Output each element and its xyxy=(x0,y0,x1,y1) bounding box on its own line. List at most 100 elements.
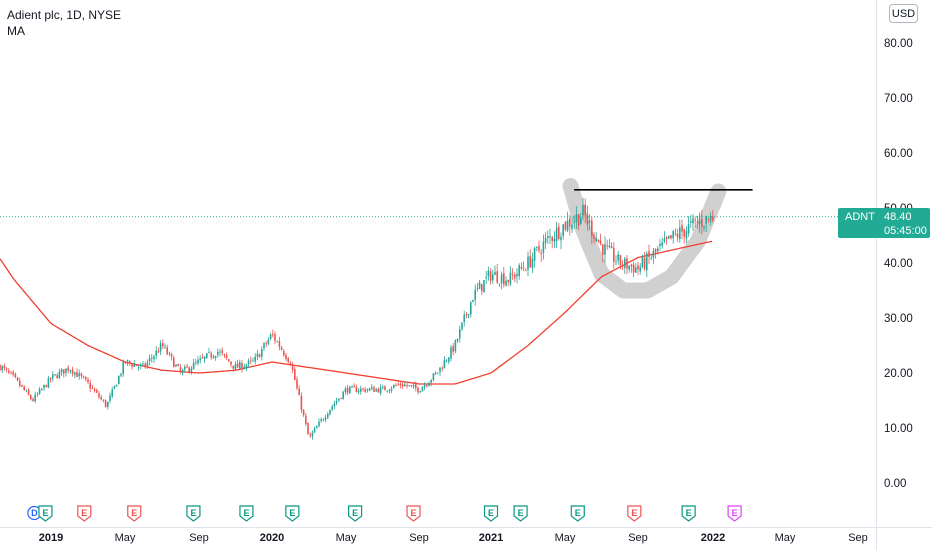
candle-body xyxy=(324,417,327,420)
earnings-event-marker[interactable]: E xyxy=(127,505,142,522)
candle xyxy=(126,359,129,366)
earnings-badge[interactable] xyxy=(570,505,585,522)
candle xyxy=(0,363,1,371)
earnings-badge[interactable] xyxy=(186,505,201,522)
candle-body xyxy=(485,277,487,279)
earnings-badge[interactable] xyxy=(127,505,142,522)
earnings-badge[interactable] xyxy=(627,505,642,522)
candle xyxy=(410,385,413,388)
candle-body xyxy=(505,280,507,286)
earnings-badge[interactable] xyxy=(727,505,742,522)
earnings-event-marker[interactable]: E xyxy=(285,505,300,522)
candle xyxy=(573,215,575,229)
earnings-event-marker[interactable]: E xyxy=(239,505,254,522)
candle xyxy=(461,322,463,331)
candle xyxy=(192,358,195,370)
candle-body xyxy=(0,364,1,371)
candle xyxy=(698,212,701,233)
candle-body xyxy=(58,371,61,379)
earnings-badge[interactable] xyxy=(406,505,421,522)
candle xyxy=(681,219,683,240)
candle-body xyxy=(102,400,105,402)
earnings-badge[interactable] xyxy=(513,505,528,522)
earnings-badge[interactable] xyxy=(239,505,254,522)
earnings-badge[interactable] xyxy=(285,505,300,522)
currency-label[interactable]: USD xyxy=(892,8,915,20)
candle xyxy=(102,399,105,403)
candle xyxy=(175,364,177,368)
candle-body xyxy=(67,367,69,371)
candle-body xyxy=(577,214,580,226)
candle-body xyxy=(340,398,342,399)
candle-body xyxy=(146,362,149,367)
earnings-event-marker[interactable]: E xyxy=(483,505,499,522)
earnings-badge[interactable] xyxy=(483,505,499,522)
candle-body xyxy=(478,282,481,289)
candle-body xyxy=(516,274,518,277)
candle-body xyxy=(296,379,298,389)
price-tick-label: 20.00 xyxy=(884,368,913,380)
time-tick-label: Sep xyxy=(409,532,429,544)
currency-button-frame[interactable] xyxy=(889,4,918,23)
candle-body xyxy=(395,385,397,386)
candle-body xyxy=(613,248,615,262)
candle xyxy=(635,263,637,273)
currency-button[interactable]: USD xyxy=(889,4,918,23)
earnings-event-marker[interactable]: E xyxy=(406,505,421,522)
candle xyxy=(298,385,300,396)
indicator-label[interactable]: MA xyxy=(7,24,25,38)
candle xyxy=(542,234,545,260)
drawing-overlay xyxy=(0,189,876,218)
candle xyxy=(129,360,131,366)
candle-body xyxy=(472,300,474,303)
candle xyxy=(415,381,417,392)
earnings-event-marker[interactable]: E xyxy=(77,505,92,522)
candle xyxy=(236,360,239,368)
candle-body xyxy=(582,204,584,216)
candle-body xyxy=(291,364,294,370)
earnings-event-marker[interactable]: E xyxy=(681,505,696,522)
candle-body xyxy=(657,248,659,252)
candle-body xyxy=(672,231,674,239)
candle xyxy=(173,355,175,368)
candle-body xyxy=(621,266,624,267)
candle xyxy=(56,372,58,379)
candle xyxy=(19,377,21,388)
time-axis: 2019 May Sep 2020 May Sep 2021 May Sep 2022 May Sep xyxy=(39,532,868,544)
candle xyxy=(509,266,512,286)
earnings-event-marker[interactable]: E xyxy=(348,505,363,522)
candle-body xyxy=(225,354,228,359)
earnings-event-marker[interactable]: E xyxy=(38,505,53,522)
candle-body xyxy=(313,428,316,433)
dividend-event-marker[interactable]: D xyxy=(27,505,42,521)
earnings-badge[interactable] xyxy=(77,505,92,522)
candle-body xyxy=(261,349,263,357)
candle-body xyxy=(192,362,195,370)
candle-body xyxy=(217,351,219,356)
candle-body xyxy=(410,385,413,386)
candle xyxy=(300,392,303,413)
earnings-event-marker[interactable]: E xyxy=(570,505,585,522)
earnings-event-marker[interactable]: E xyxy=(727,505,742,522)
candle xyxy=(393,384,395,389)
event-letter: E xyxy=(243,508,249,518)
earnings-event-marker[interactable]: E xyxy=(513,505,528,522)
earnings-event-marker[interactable]: E xyxy=(186,505,201,522)
earnings-badge[interactable] xyxy=(681,505,696,522)
earnings-badge[interactable] xyxy=(38,505,53,522)
candle xyxy=(107,401,109,410)
candle-body xyxy=(159,343,162,352)
ma-line xyxy=(0,240,713,385)
earnings-event-marker[interactable]: E xyxy=(627,505,642,522)
candle xyxy=(500,271,503,290)
candle xyxy=(571,216,573,233)
candle xyxy=(27,388,30,396)
candle xyxy=(78,369,80,380)
candle xyxy=(525,268,527,272)
earnings-badge[interactable] xyxy=(348,505,363,522)
price-tag-symbol: ADNT xyxy=(845,211,875,223)
candle xyxy=(98,391,100,400)
candle xyxy=(245,363,248,372)
price-axis: 0.0010.0020.0030.0040.0050.0060.0070.008… xyxy=(884,38,913,490)
